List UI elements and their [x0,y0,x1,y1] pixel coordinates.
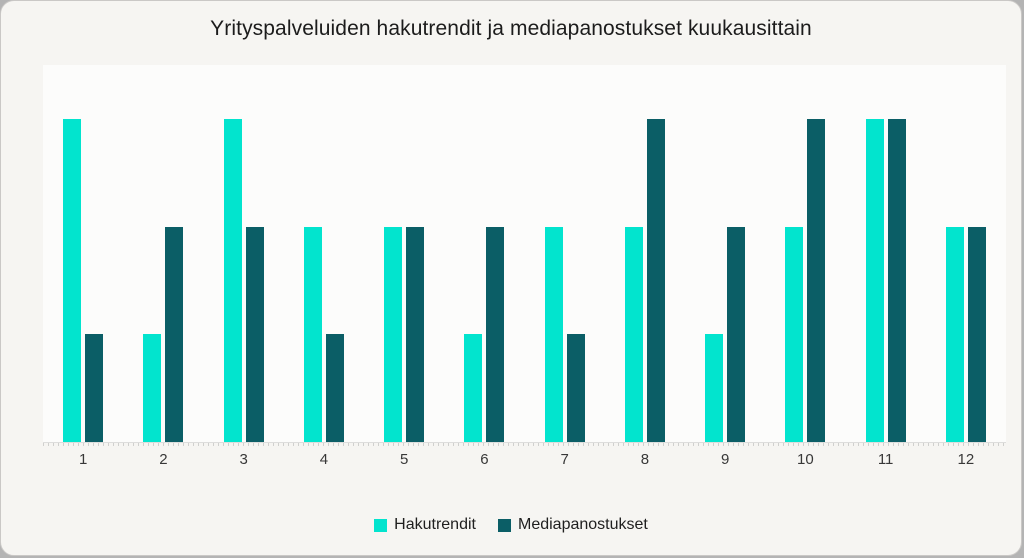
bar-mediapanostukset-10 [807,118,826,442]
x-tick-label-1: 1 [78,451,88,468]
bar-mediapanostukset-9 [727,226,746,442]
x-tick-label-8: 8 [640,451,650,468]
bar-hakutrendit-4 [303,226,322,442]
x-axis-line [43,442,1006,443]
bar-mediapanostukset-4 [325,334,344,442]
legend-item-mediapanostukset: Mediapanostukset [497,516,648,534]
bar-mediapanostukset-1 [85,334,104,442]
legend: Hakutrendit Mediapanostukset [1,516,1021,534]
bar-hakutrendit-11 [865,118,884,442]
legend-label-mediapanostukset: Mediapanostukset [517,516,648,533]
bar-group-7 [525,65,605,442]
bar-hakutrendit-8 [624,226,643,442]
bar-group-1 [43,65,123,442]
bar-hakutrendit-5 [384,226,403,442]
bar-mediapanostukset-2 [165,226,184,442]
x-tick-label-10: 10 [797,451,814,468]
bar-group-12 [926,65,1006,442]
bar-hakutrendit-12 [945,226,964,442]
x-tick-label-12: 12 [957,451,975,468]
bar-group-11 [846,65,926,442]
bar-mediapanostukset-3 [245,226,264,442]
bar-mediapanostukset-7 [566,334,585,442]
bar-hakutrendit-9 [705,334,724,442]
chart-title: Yrityspalveluiden hakutrendit ja mediapa… [210,17,812,40]
legend-swatch-mediapanostukset [497,518,511,532]
bar-group-8 [605,65,685,442]
legend-label-hakutrendit: Hakutrendit [394,516,476,533]
bar-hakutrendit-7 [544,226,563,442]
bar-mediapanostukset-11 [887,118,906,442]
bar-mediapanostukset-12 [967,226,986,442]
bar-group-5 [364,65,444,442]
bar-group-6 [444,65,524,442]
plot-area [43,65,1006,442]
bar-group-2 [123,65,203,442]
x-tick-label-3: 3 [239,451,248,468]
bar-mediapanostukset-6 [486,226,505,442]
bar-hakutrendit-2 [143,334,162,442]
bar-hakutrendit-10 [785,226,804,442]
bar-hakutrendit-3 [223,118,242,442]
x-axis-ticks [43,443,1006,446]
bar-group-4 [284,65,364,442]
x-tick-label-11: 11 [877,451,894,468]
bar-group-3 [204,65,284,442]
bar-group-9 [685,65,765,442]
bar-mediapanostukset-8 [646,118,665,442]
bar-group-10 [765,65,845,442]
legend-swatch-hakutrendit [374,518,388,532]
x-tick-label-6: 6 [480,451,489,468]
x-tick-label-2: 2 [159,451,168,468]
bar-hakutrendit-1 [63,118,82,442]
x-tick-label-5: 5 [399,451,409,468]
legend-item-hakutrendit: Hakutrendit [374,516,476,534]
x-tick-label-4: 4 [319,451,329,468]
x-tick-label-9: 9 [720,451,730,468]
x-tick-label-7: 7 [560,451,569,468]
bar-hakutrendit-6 [464,334,483,442]
bar-mediapanostukset-5 [406,226,425,442]
x-axis-labels: 1 2 3 4 5 6 7 8 9 10 11 12 [43,451,1006,468]
